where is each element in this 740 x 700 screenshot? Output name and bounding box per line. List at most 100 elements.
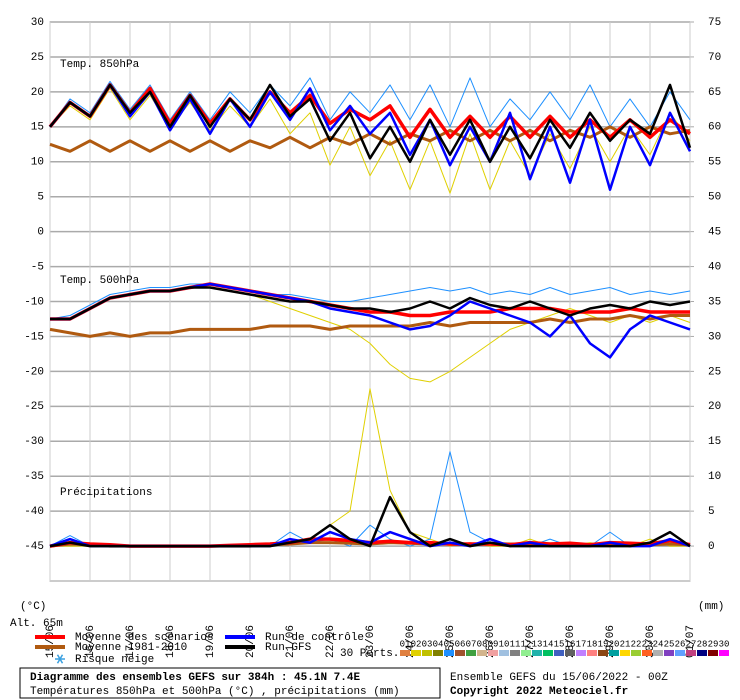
x-tick-label: 17/06 — [125, 625, 137, 658]
pert-swatch — [543, 650, 553, 656]
pert-swatch — [455, 650, 465, 656]
panel-label: Précipitations — [60, 487, 152, 499]
y2-tick-label: 60 — [708, 122, 721, 134]
pert-swatch — [708, 650, 718, 656]
pert-swatch — [488, 650, 498, 656]
x-tick-label: 30/06 — [645, 625, 657, 658]
x-tick-label: 21/06 — [285, 625, 297, 658]
x-tick-label: 26/06 — [485, 625, 497, 658]
y-tick-label: -40 — [24, 506, 44, 518]
pert-swatch — [411, 650, 421, 656]
legend-label: Run GFS — [265, 642, 312, 654]
x-tick-label: 24/06 — [405, 625, 417, 658]
y-tick-label: 0 — [37, 227, 44, 239]
x-tick-label: 01/07 — [685, 625, 697, 658]
pert-label: 21 — [620, 639, 631, 649]
y-tick-label: -5 — [31, 261, 44, 273]
y-axis-label: (°C) — [20, 601, 46, 613]
y2-tick-label: 25 — [708, 366, 721, 378]
pert-label: 10 — [499, 639, 510, 649]
y2-tick-label: 75 — [708, 17, 721, 29]
pert-swatch — [565, 650, 575, 656]
pert-swatch — [598, 650, 608, 656]
y-tick-label: 10 — [31, 157, 44, 169]
panel-label: Temp. 850hPa — [60, 59, 140, 71]
pert-swatch — [576, 650, 586, 656]
x-tick-label: 23/06 — [365, 625, 377, 658]
y-tick-label: -15 — [24, 331, 44, 343]
pert-label: 07 — [466, 639, 477, 649]
pert-label: 20 — [609, 639, 620, 649]
pert-swatch — [675, 650, 685, 656]
panel-label: Temp. 500hPa — [60, 275, 140, 287]
y-tick-label: -45 — [24, 541, 44, 553]
pert-swatch — [631, 650, 641, 656]
y2-tick-label: 40 — [708, 261, 721, 273]
x-tick-label: 15/06 — [45, 625, 57, 658]
pert-swatch — [697, 650, 707, 656]
x-tick-label: 22/06 — [325, 625, 337, 658]
pert-label: 26 — [675, 639, 686, 649]
series-line — [49, 495, 691, 548]
y2-tick-label: 15 — [708, 436, 721, 448]
series-line — [50, 286, 691, 321]
snow-icon — [55, 654, 65, 664]
y-tick-label: -35 — [24, 471, 44, 483]
pert-label: 23 — [642, 639, 653, 649]
legend-label: Run de contrôle — [265, 632, 364, 644]
y2-tick-label: 55 — [708, 157, 721, 169]
perts-label: 30 Perts. — [340, 648, 399, 660]
y2-tick-label: 35 — [708, 296, 721, 308]
pert-label: 01 — [400, 639, 411, 649]
pert-label: 15 — [554, 639, 565, 649]
y2-tick-label: 50 — [708, 192, 721, 204]
pert-label: 17 — [576, 639, 587, 649]
x-tick-label: 29/06 — [605, 625, 617, 658]
y2-tick-label: 10 — [708, 471, 721, 483]
pert-label: 05 — [444, 639, 455, 649]
y2-tick-label: 45 — [708, 227, 721, 239]
y-tick-label: -25 — [24, 401, 44, 413]
pert-label: 27 — [686, 639, 697, 649]
pert-label: 19 — [598, 639, 609, 649]
y2-axis-label: (mm) — [698, 601, 724, 613]
y-tick-label: 5 — [37, 192, 44, 204]
footer-subtitle: Températures 850hPa et 500hPa (°C) , pré… — [30, 686, 400, 698]
pert-label: 24 — [653, 639, 664, 649]
pert-label: 09 — [488, 639, 499, 649]
pert-label: 14 — [543, 639, 554, 649]
y-tick-label: 25 — [31, 52, 44, 64]
pert-swatch — [499, 650, 509, 656]
pert-label: 28 — [697, 639, 708, 649]
series-line — [49, 283, 691, 320]
footer-run: Ensemble GEFS du 15/06/2022 - 00Z — [450, 672, 668, 684]
pert-swatch — [433, 650, 443, 656]
pert-label: 29 — [708, 639, 719, 649]
legend-label: Moyenne 1981-2010 — [75, 642, 187, 654]
legend-label: Moyenne des scénarios — [75, 632, 214, 644]
pert-swatch — [400, 650, 410, 656]
y2-tick-label: 5 — [708, 506, 715, 518]
footer-copyright: Copyright 2022 Meteociel.fr — [450, 686, 628, 698]
altitude: Alt. 65m — [10, 618, 63, 630]
pert-label: 08 — [477, 639, 488, 649]
pert-label: 11 — [510, 639, 521, 649]
pert-label: 18 — [587, 639, 598, 649]
y2-tick-label: 65 — [708, 87, 721, 99]
x-tick-label: 16/06 — [85, 625, 97, 658]
pert-label: 16 — [565, 639, 576, 649]
pert-swatch — [510, 650, 520, 656]
y-tick-label: 30 — [31, 17, 44, 29]
pert-swatch — [466, 650, 476, 656]
footer-box — [19, 667, 441, 699]
pert-swatch — [686, 650, 696, 656]
pert-swatch — [719, 650, 729, 656]
x-tick-label: 18/06 — [165, 625, 177, 658]
pert-swatch — [587, 650, 597, 656]
pert-swatch — [422, 650, 432, 656]
pert-label: 12 — [521, 639, 532, 649]
pert-swatch — [477, 650, 487, 656]
series-line — [49, 83, 692, 164]
